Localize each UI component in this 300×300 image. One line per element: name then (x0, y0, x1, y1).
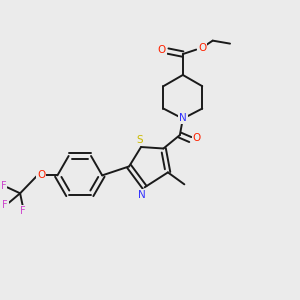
Text: N: N (138, 190, 146, 200)
Text: O: O (158, 45, 166, 55)
Text: F: F (20, 206, 26, 216)
Text: F: F (1, 181, 7, 191)
Text: O: O (37, 170, 45, 180)
Text: N: N (179, 113, 187, 123)
Text: O: O (198, 43, 206, 53)
Text: S: S (136, 134, 143, 145)
Text: F: F (2, 200, 8, 210)
Text: O: O (193, 133, 201, 143)
